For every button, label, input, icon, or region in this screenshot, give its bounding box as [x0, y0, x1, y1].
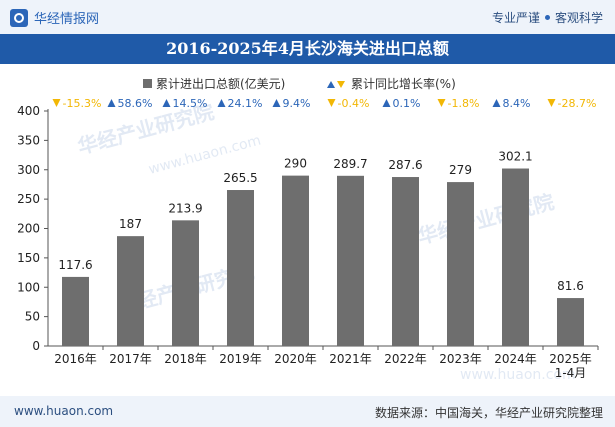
legend-down-icon [337, 81, 345, 88]
growth-rate-label: 24.1% [228, 97, 263, 110]
bar-value-label: 265.5 [223, 171, 257, 185]
chart-title: 2016-2025年4月长沙海关进出口总额 [0, 34, 615, 64]
brand-name: 华经情报网 [34, 12, 100, 27]
x-tick-label: 2020年 [274, 352, 317, 366]
bar-value-label: 289.7 [333, 157, 367, 171]
bar [557, 298, 584, 346]
growth-up-icon [107, 99, 116, 107]
y-tick-label: 350 [17, 133, 40, 147]
bar-value-label: 213.9 [168, 201, 202, 215]
growth-up-icon [492, 99, 501, 107]
growth-down-icon [547, 99, 556, 107]
y-tick-label: 50 [25, 310, 40, 324]
logo-icon [10, 8, 28, 27]
x-axis-labels: 2016年 2017年 2018年 2019年 2020年 2021年 2022年 2023年… [54, 346, 599, 380]
growth-up-icon [217, 99, 226, 107]
footer-website-link[interactable]: www.huaon.com [14, 404, 114, 418]
growth-up-icon [162, 99, 171, 107]
growth-up-icon [272, 99, 281, 107]
legend-up-icon [327, 81, 335, 88]
bar-value-label: 287.6 [388, 158, 422, 172]
x-tick-label: 2018年 [164, 352, 207, 366]
bar [502, 168, 529, 346]
bar [282, 175, 309, 346]
x-tick-label: 2024年 [494, 352, 537, 366]
y-tick-label: 400 [17, 104, 40, 118]
x-tick-label: 2025年 1-4月 [549, 352, 592, 380]
growth-rate-label: -15.3% [63, 97, 102, 110]
legend: 累计进出口总额(亿美元) 累计同比增长率(%) [143, 76, 456, 91]
y-tick-label: 0 [32, 339, 40, 353]
bar-value-label: 117.6 [58, 258, 92, 272]
x-tick-label: 2016年 [54, 352, 97, 366]
watermark-text-2: 华经产业研究院 [415, 189, 556, 248]
x-tick-label: 2017年 [109, 352, 152, 366]
bar [447, 182, 474, 346]
growth-rate-label: -28.7% [558, 97, 597, 110]
chart: 华经产业研究院 华经产业研究院 华经产业研究院 www.huaon.com ww… [17, 76, 599, 383]
bullet-dot-icon [544, 15, 550, 20]
bar [62, 276, 89, 346]
slogan-right: 客观科学 [554, 11, 603, 25]
legend-bar-label: 累计进出口总额(亿美元) [156, 76, 285, 91]
legend-growth-label: 累计同比增长率(%) [351, 76, 456, 91]
y-tick-label: 200 [17, 222, 40, 236]
data-source: 数据来源：中国海关，华经产业研究院整理 [374, 406, 603, 420]
y-tick-label: 300 [17, 163, 40, 177]
y-tick-label: 150 [17, 251, 40, 265]
slogan-left: 专业严谨 [491, 11, 540, 25]
x-tick-label: 2023年 [439, 352, 482, 366]
growth-rate-label: 9.4% [283, 97, 311, 110]
x-tick-label: 2021年 [329, 352, 372, 366]
growth-down-icon [327, 99, 336, 107]
brand[interactable]: 华经情报网 [10, 8, 99, 27]
bar-value-label: 187 [119, 217, 142, 231]
top-banner: 华经情报网 专业严谨 客观科学 [0, 0, 615, 34]
bar [172, 220, 199, 346]
y-tick-label: 100 [17, 280, 40, 294]
y-tick-label: 250 [17, 192, 40, 206]
bar-value-label: 302.1 [498, 150, 532, 164]
growth-rate-label: -0.4% [338, 97, 370, 110]
y-axis: 0 50 100 150 200 250 300 350 400 [17, 104, 598, 353]
slogan: 专业严谨 客观科学 [492, 9, 603, 26]
growth-up-icon [382, 99, 391, 107]
growth-down-icon [437, 99, 446, 107]
growth-rate-label: -1.8% [448, 97, 480, 110]
bars: 117.6 187 213.9 265.5 290 289.7 287.6 279 302.1 8… [58, 150, 584, 346]
bar [117, 236, 144, 346]
watermark-url-2: www.huaon.com [460, 367, 576, 383]
x-tick-label: 2022年 [384, 352, 427, 366]
bar-value-label: 81.6 [557, 279, 584, 293]
x-tick-label: 2019年 [219, 352, 262, 366]
legend-bar-swatch [143, 79, 152, 88]
bar [337, 175, 364, 346]
bar [227, 190, 254, 346]
growth-rate-label: 58.6% [118, 97, 153, 110]
watermark-layer: 华经产业研究院 华经产业研究院 华经产业研究院 www.huaon.com ww… [75, 99, 576, 383]
bar-value-label: 279 [449, 163, 472, 177]
growth-rate-label: 8.4% [503, 97, 531, 110]
growth-row: -15.3% 58.6% 14.5% 24.1% 9.4% -0.4% 0.1% -1.8% 8… [52, 97, 597, 110]
bar [392, 177, 419, 346]
growth-down-icon [52, 99, 61, 107]
bar-value-label: 290 [284, 157, 307, 171]
growth-rate-label: 14.5% [173, 97, 208, 110]
growth-rate-label: 0.1% [393, 97, 421, 110]
footer: www.huaon.com 数据来源：中国海关，华经产业研究院整理 [0, 396, 615, 427]
